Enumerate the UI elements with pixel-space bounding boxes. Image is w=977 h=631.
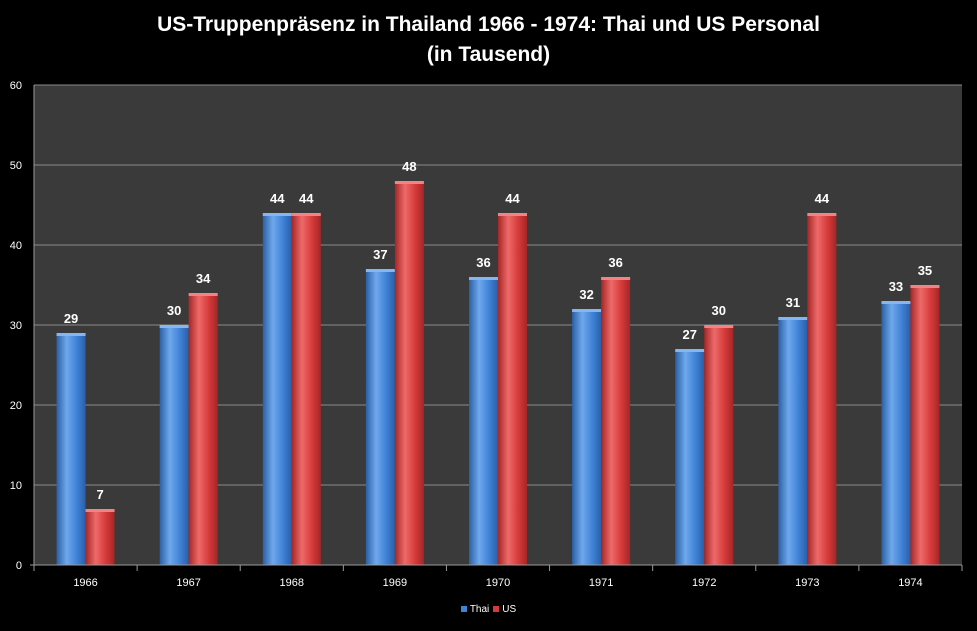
bar-top-cap	[365, 269, 395, 272]
data-label: 37	[373, 247, 387, 262]
data-label: 44	[815, 191, 830, 206]
x-axis: 1966 1967 1968 1969 1970 1971 1972 1973 1974	[30, 564, 963, 589]
bar-thai-1970	[469, 277, 498, 565]
bar-thai-1974	[881, 301, 911, 565]
data-label: 44	[505, 191, 520, 206]
bar-top-cap	[910, 285, 940, 288]
data-label: 36	[608, 255, 622, 270]
data-label: 7	[96, 487, 103, 502]
y-tick-label: 0	[16, 560, 22, 572]
bar-top-cap	[881, 301, 911, 304]
data-label: 44	[299, 191, 314, 206]
bar-thai-1967	[159, 325, 189, 565]
data-label: 36	[476, 255, 490, 270]
bar-us-1966	[85, 509, 115, 565]
data-label: 29	[64, 311, 78, 326]
x-tick-label: 1967	[176, 577, 200, 589]
legend-label: US	[502, 604, 517, 615]
y-tick-label: 60	[10, 80, 22, 92]
x-tick-label: 1972	[692, 577, 716, 589]
legend-item-us: US	[493, 604, 516, 615]
bar-us-1974	[910, 285, 940, 565]
bar-us-1972	[704, 325, 734, 565]
data-label: 34	[196, 271, 211, 286]
data-label: 27	[682, 327, 696, 342]
data-label: 31	[786, 295, 800, 310]
x-tick-label: 1969	[383, 577, 407, 589]
bar-top-cap	[394, 181, 424, 184]
data-label: 33	[889, 279, 903, 294]
bar-top-cap	[159, 325, 189, 328]
y-tick-label: 50	[10, 160, 22, 172]
data-labels: 29 7 30 34 44 44 37 48 36 44 32 36 27 30 31 44 33 35	[64, 159, 932, 502]
bar-top-cap	[807, 213, 837, 216]
bar-thai-1971	[572, 309, 602, 565]
x-tick-label: 1974	[898, 577, 922, 589]
bar-top-cap	[469, 277, 498, 280]
bar-top-cap	[291, 213, 321, 216]
bar-top-cap	[572, 309, 602, 312]
data-label: 32	[579, 287, 593, 302]
bar-top-cap	[778, 317, 808, 320]
bar-top-cap	[675, 349, 705, 352]
bar-thai-1969	[365, 269, 395, 565]
bar-top-cap	[85, 509, 115, 512]
bar-top-cap	[498, 213, 527, 216]
bar-top-cap	[56, 333, 86, 336]
x-tick-label: 1973	[795, 577, 819, 589]
y-tick-label: 20	[10, 400, 22, 412]
data-label: 30	[167, 303, 181, 318]
bar-us-1969	[394, 181, 424, 565]
data-label: 35	[918, 263, 932, 278]
bar-thai-1973	[778, 317, 808, 565]
x-tick-label: 1970	[486, 577, 510, 589]
bar-thai-1972	[675, 349, 705, 565]
chart-title: US-Truppenpräsenz in Thailand 1966 - 197…	[0, 10, 977, 70]
bar-us-1973	[807, 213, 837, 565]
legend-swatch	[493, 606, 500, 613]
data-label: 44	[270, 191, 285, 206]
bar-top-cap	[601, 277, 631, 280]
bar-us-1971	[601, 277, 631, 565]
data-label: 48	[402, 159, 416, 174]
bar-top-cap	[704, 325, 734, 328]
chart-subtitle: (in Tausend)	[426, 43, 551, 66]
bar-us-1968	[291, 213, 321, 565]
data-label: 30	[711, 303, 725, 318]
bars	[56, 181, 940, 565]
y-tick-label: 40	[10, 240, 22, 252]
bar-us-1970	[498, 213, 527, 565]
y-axis: 0 10 20 30 40 50 60	[10, 80, 35, 572]
x-tick-label: 1966	[73, 577, 97, 589]
x-tick-label: 1968	[280, 577, 304, 589]
legend: Thai US	[0, 604, 977, 615]
bar-us-1967	[188, 293, 218, 565]
bar-thai-1968	[262, 213, 292, 565]
chart-title-line: US-Truppenpräsenz in Thailand 1966 - 197…	[157, 13, 820, 36]
y-tick-label: 30	[10, 320, 22, 332]
bar-top-cap	[188, 293, 218, 296]
legend-swatch	[460, 606, 467, 613]
y-tick-label: 10	[10, 480, 22, 492]
legend-item-thai: Thai	[460, 604, 490, 615]
bar-top-cap	[262, 213, 292, 216]
bar-thai-1966	[56, 333, 86, 565]
legend-label: Thai	[469, 604, 490, 615]
x-tick-label: 1971	[589, 577, 613, 589]
